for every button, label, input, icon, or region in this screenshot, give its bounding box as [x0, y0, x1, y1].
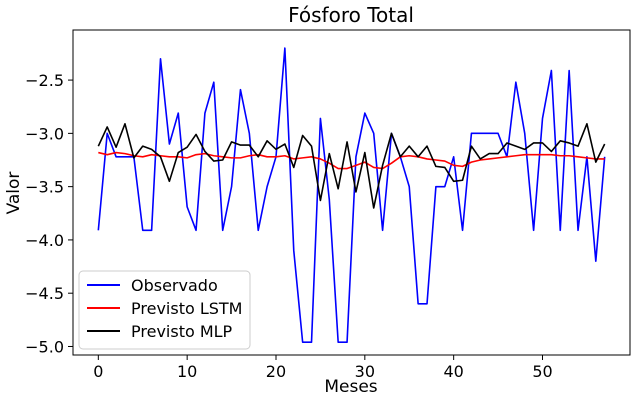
x-tick-label: 30 — [355, 362, 375, 381]
y-axis-ticks: −2.5 −3.0 −3.5 −4.0 −4.5 −5.0 — [25, 71, 73, 356]
legend-label-previsto-mlp: Previsto MLP — [131, 322, 233, 341]
y-tick-label: −2.5 — [25, 71, 64, 90]
axes-frame — [72, 29, 631, 356]
chart-title: Fósforo Total — [288, 3, 414, 27]
y-tick-label: −4.0 — [25, 231, 64, 250]
legend-label-observado: Observado — [131, 276, 218, 295]
y-tick-label: −3.0 — [25, 124, 64, 143]
legend-label-previsto-lstm: Previsto LSTM — [131, 299, 242, 318]
y-axis-label: Valor — [4, 172, 24, 215]
series-layer — [97, 47, 606, 344]
x-axis-label: Meses — [324, 377, 377, 397]
y-tick-label: −5.0 — [25, 337, 64, 356]
y-tick-label: −3.5 — [25, 178, 64, 197]
legend-box — [78, 270, 251, 350]
x-axis-ticks: 0 10 20 30 40 50 — [93, 355, 553, 381]
x-tick-label: 0 — [93, 362, 103, 381]
x-tick-label: 20 — [266, 362, 286, 381]
legend: Observado Previsto LSTM Previsto MLP — [78, 270, 251, 350]
y-tick-label: −4.5 — [25, 284, 64, 303]
x-tick-label: 40 — [443, 362, 463, 381]
series-line-observado — [97, 47, 606, 344]
x-tick-label: 50 — [532, 362, 552, 381]
plot-area — [72, 29, 631, 356]
series-line-previsto-mlp — [97, 122, 606, 209]
x-tick-label: 10 — [177, 362, 197, 381]
